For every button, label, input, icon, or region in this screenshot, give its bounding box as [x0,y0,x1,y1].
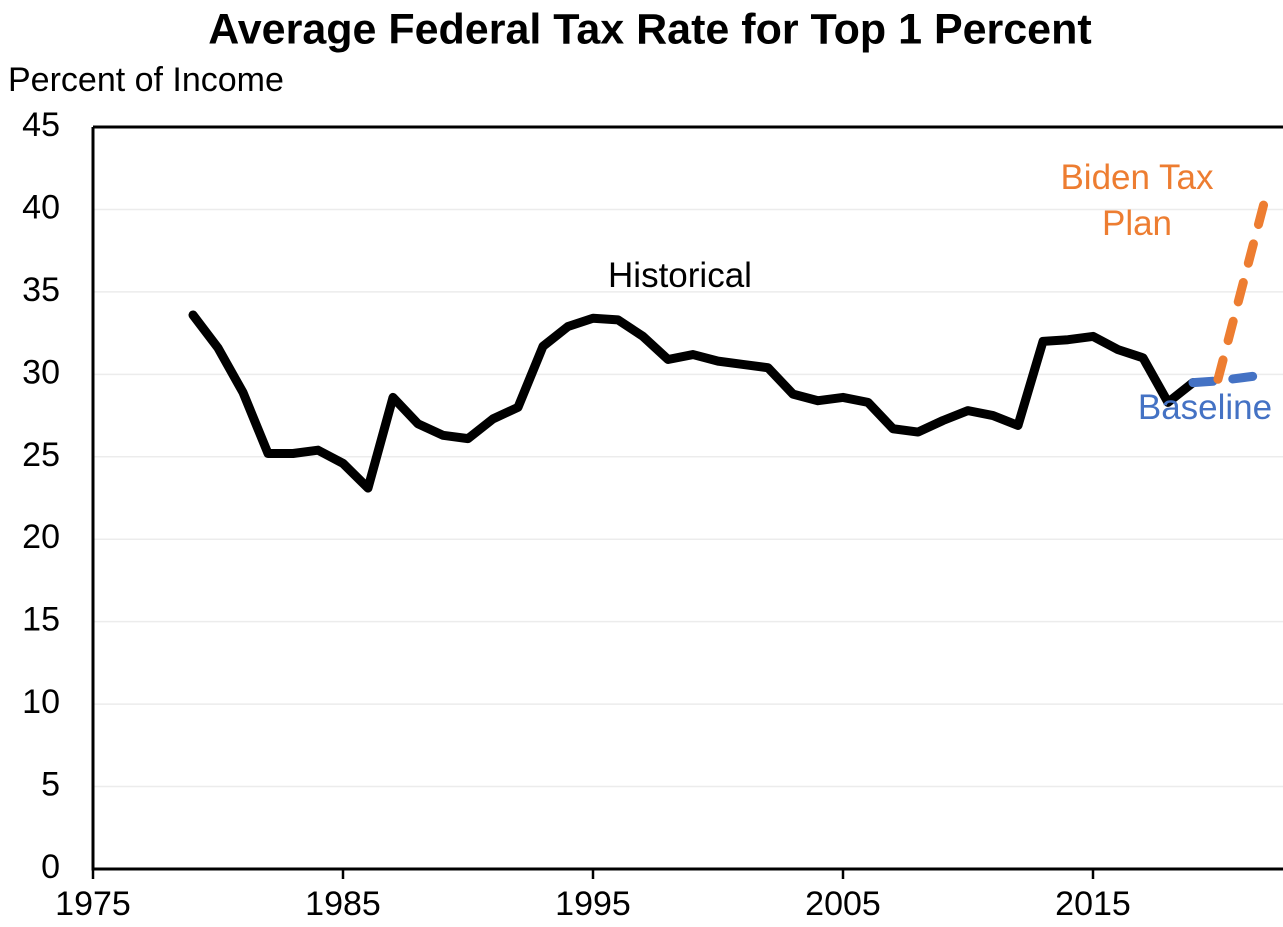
x-tick-label: 2015 [1055,885,1131,923]
y-tick-label: 10 [22,683,60,721]
plot-frame [91,125,1283,871]
series-label: Baseline [1137,388,1273,427]
x-tick-label: 1995 [555,885,631,923]
series-label: Biden Tax Plan [1060,158,1214,243]
y-tick-label: 0 [41,848,60,886]
chart-title: Average Federal Tax Rate for Top 1 Perce… [208,5,1091,53]
x-tick-label: 1975 [55,885,131,923]
y-tick-label: 35 [22,271,60,309]
x-tick-label: 1985 [305,885,381,923]
series-label: Historical [608,256,752,295]
y-tick-label: 5 [41,766,60,804]
y-tick-label: 40 [22,188,60,226]
series-line [1188,369,1273,388]
y-tick-label: 20 [22,518,60,556]
y-tick-label: 45 [22,106,60,144]
series-line [1213,183,1273,384]
y-tick-label: 15 [22,601,60,639]
y-tick-label: 25 [22,436,60,474]
y-tick-label: 30 [22,353,60,391]
x-tick-label: 2005 [805,885,881,923]
series-line [188,310,1198,493]
y-axis-label: Percent of Income [8,61,284,99]
